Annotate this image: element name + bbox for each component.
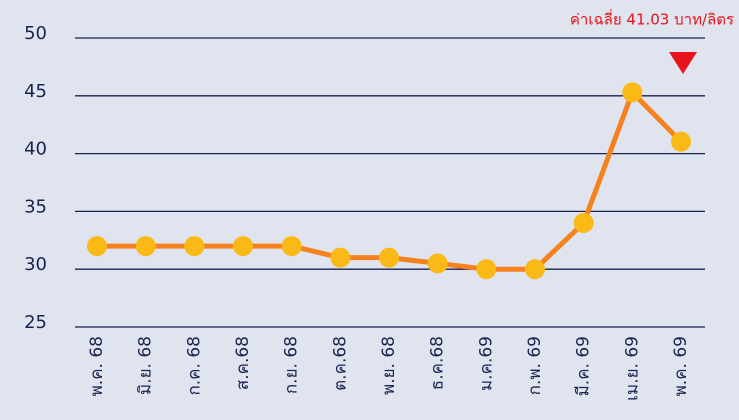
x-tick-label: ก.ย. 68 — [282, 336, 302, 394]
x-tick-label: พ.ค. 68 — [87, 336, 107, 396]
y-tick-label: 25 — [24, 312, 47, 333]
point — [476, 259, 497, 280]
x-tick-label: มี.ค. 69 — [574, 336, 594, 396]
x-tick-label: ส.ค.68 — [233, 336, 253, 390]
x-tick-label: เม.ย. 69 — [622, 336, 642, 401]
x-tick-label: พ.ย. 68 — [379, 336, 399, 395]
point — [379, 247, 399, 268]
x-tick-label: ก.ค. 68 — [184, 336, 204, 396]
marker-triangle — [669, 52, 697, 74]
y-tick-label: 40 — [24, 139, 47, 160]
x-tick-label: ต.ค.68 — [330, 336, 350, 391]
point — [573, 212, 594, 233]
x-tick-label: มิ.ย. 68 — [136, 336, 156, 395]
y-tick-label: 45 — [24, 81, 47, 102]
y-tick-label: 30 — [24, 254, 47, 275]
point — [184, 236, 205, 257]
point — [233, 236, 253, 257]
x-tick-label: พ.ค. 69 — [671, 336, 691, 396]
y-tick-label: 35 — [24, 196, 47, 217]
point — [622, 82, 643, 103]
y-tick-label: 50 — [24, 23, 47, 44]
point — [87, 236, 107, 257]
point — [671, 131, 691, 152]
point — [427, 253, 448, 274]
point — [525, 259, 545, 280]
x-tick-label: ม.ค.69 — [476, 336, 496, 391]
point — [281, 236, 302, 257]
x-tick-label: ก.พ. 69 — [525, 336, 545, 395]
annotation: ค่าเฉลี่ย 41.03 บาท/ลิตร — [570, 9, 734, 29]
point — [135, 236, 156, 257]
point — [330, 247, 351, 268]
x-tick-label: ธ.ค.68 — [428, 336, 448, 390]
